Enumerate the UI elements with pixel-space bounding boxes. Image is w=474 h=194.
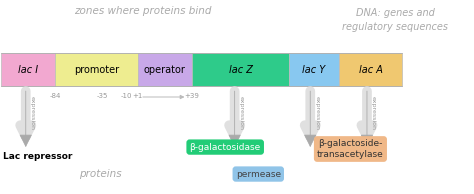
Text: β-galactosidase: β-galactosidase xyxy=(190,143,261,152)
Text: expression: expression xyxy=(239,96,244,130)
Text: lac I: lac I xyxy=(18,65,38,74)
Text: expression: expression xyxy=(314,96,319,130)
Text: expression: expression xyxy=(371,96,376,130)
Text: proteins: proteins xyxy=(79,169,121,179)
Text: +39: +39 xyxy=(185,93,200,99)
Text: expression: expression xyxy=(30,96,35,130)
Text: +1: +1 xyxy=(133,93,143,99)
Bar xyxy=(0,53,55,86)
Text: β-galactoside-
transacetylase: β-galactoside- transacetylase xyxy=(317,139,384,159)
Bar xyxy=(289,53,338,86)
Text: DNA: genes and
regulatory sequences: DNA: genes and regulatory sequences xyxy=(342,8,448,32)
Text: Lac repressor: Lac repressor xyxy=(3,152,73,161)
Text: -84: -84 xyxy=(49,93,61,99)
Text: zones where proteins bind: zones where proteins bind xyxy=(74,6,211,16)
Text: lac Z: lac Z xyxy=(228,65,253,74)
Bar xyxy=(138,53,192,86)
Text: -35: -35 xyxy=(97,93,108,99)
Text: lac A: lac A xyxy=(358,65,383,74)
Text: permease: permease xyxy=(236,170,281,178)
Text: promoter: promoter xyxy=(74,65,119,74)
Text: operator: operator xyxy=(144,65,186,74)
Text: -10: -10 xyxy=(120,93,132,99)
Bar xyxy=(55,53,138,86)
Bar xyxy=(192,53,289,86)
Text: lac Y: lac Y xyxy=(302,65,326,74)
Bar xyxy=(338,53,402,86)
